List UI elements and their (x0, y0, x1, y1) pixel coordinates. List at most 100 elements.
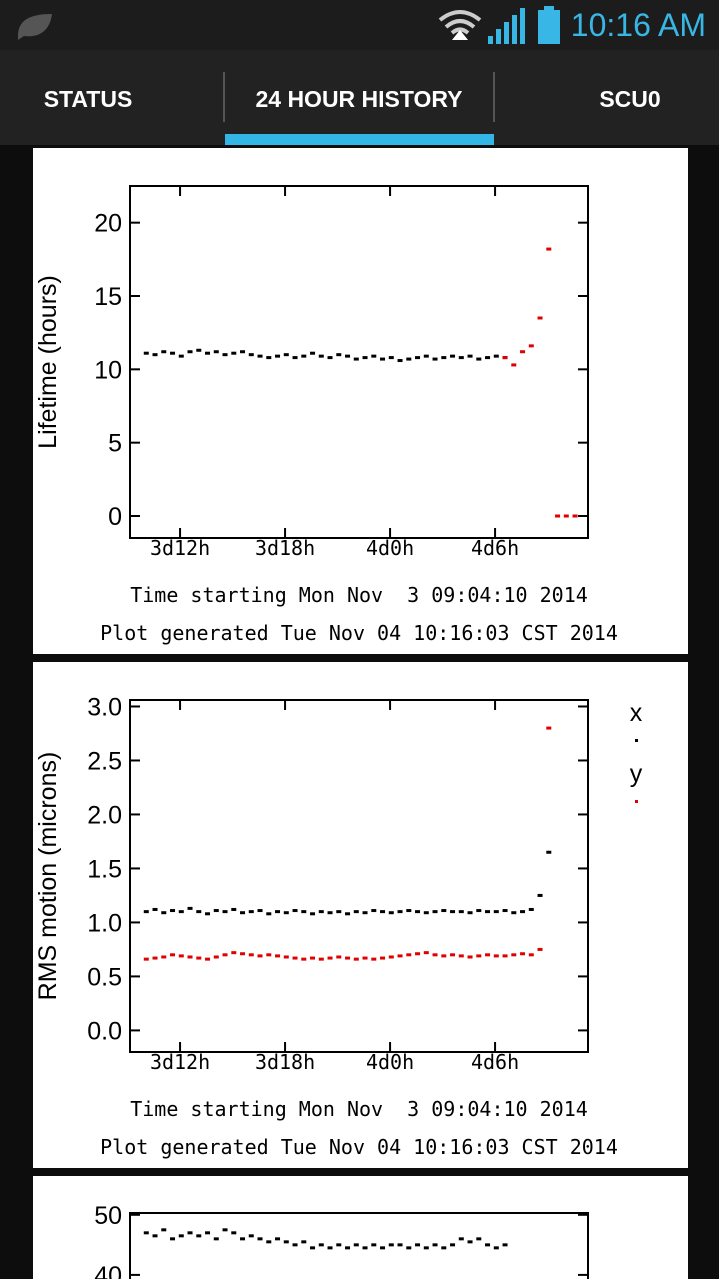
data-point (213, 1237, 219, 1241)
data-point (301, 1240, 307, 1244)
plot-note: Plot generated Tue Nov 04 10:16:03 CST 2… (100, 621, 618, 645)
data-point (266, 912, 272, 916)
y-tick-label: 1.0 (87, 909, 122, 937)
data-point (205, 957, 211, 961)
data-point (205, 912, 211, 916)
plot-frame (129, 699, 589, 1053)
data-point (345, 956, 351, 960)
data-point (423, 951, 429, 955)
data-point (493, 910, 499, 914)
data-point (170, 909, 176, 913)
data-point (213, 350, 219, 354)
data-point (318, 957, 324, 961)
x-axis-title: Time starting Mon Nov 3 09:04:10 2014 (130, 583, 588, 607)
data-point (502, 909, 508, 913)
data-point (380, 910, 386, 914)
x-tick-label: 3d12h (150, 536, 210, 560)
data-point (283, 353, 289, 357)
plot-frame (129, 185, 589, 539)
data-point (240, 1237, 246, 1241)
data-point (415, 910, 421, 914)
battery-icon (538, 10, 560, 44)
data-point (511, 911, 517, 915)
data-point (231, 1231, 237, 1235)
x-axis-title: Time starting Mon Nov 3 09:04:10 2014 (130, 1097, 588, 1121)
data-point (266, 1240, 272, 1244)
data-point (275, 954, 281, 958)
y-tick-label: 2.0 (87, 801, 122, 829)
legend-marker (635, 800, 638, 803)
data-point (170, 953, 176, 957)
data-point (161, 1228, 167, 1232)
data-point (187, 906, 193, 910)
data-point (388, 955, 394, 959)
data-point (450, 953, 456, 957)
data-point (353, 357, 359, 361)
data-point (502, 1243, 508, 1247)
tab[interactable]: SCU0 (599, 86, 660, 112)
data-point (467, 911, 473, 915)
data-point (152, 956, 158, 960)
data-point (178, 954, 184, 958)
data-point (406, 1246, 412, 1250)
legend-label: x (630, 699, 643, 727)
data-point (336, 955, 342, 959)
data-point (205, 1231, 211, 1235)
data-point (196, 348, 202, 352)
data-point (327, 356, 333, 360)
data-point (441, 356, 447, 360)
data-point (292, 1243, 298, 1247)
data-point (336, 910, 342, 914)
data-point (476, 954, 482, 958)
data-point (196, 956, 202, 960)
battery-tip (544, 6, 554, 11)
data-point (205, 351, 211, 355)
data-point (502, 356, 508, 360)
data-point (388, 911, 394, 915)
tab[interactable]: STATUS (44, 86, 133, 112)
data-point (318, 910, 324, 914)
data-point (450, 910, 456, 914)
data-point (143, 910, 149, 914)
data-point (240, 952, 246, 956)
data-point (248, 910, 254, 914)
data-point (231, 907, 237, 911)
legend-label: y (630, 760, 643, 788)
data-point (231, 951, 237, 955)
data-point (485, 356, 491, 360)
data-point (345, 912, 351, 916)
data-point (450, 1243, 456, 1247)
wifi-arrow (452, 30, 468, 40)
data-point (380, 1246, 386, 1250)
data-point (327, 956, 333, 960)
tab[interactable]: 24 HOUR HISTORY (255, 86, 462, 112)
data-point (301, 354, 307, 358)
data-point (327, 911, 333, 915)
data-point (161, 350, 167, 354)
data-point (362, 911, 368, 915)
data-point (397, 359, 403, 363)
data-point (423, 1246, 429, 1250)
data-point (310, 912, 316, 916)
data-point (458, 954, 464, 958)
data-point (143, 351, 149, 355)
data-point (555, 514, 561, 518)
data-point (222, 1228, 228, 1232)
x-tick-label: 4d6h (471, 1050, 519, 1074)
data-point (318, 1243, 324, 1247)
data-point (222, 353, 228, 357)
data-point (423, 911, 429, 915)
data-point (493, 354, 499, 358)
data-point (371, 354, 377, 358)
data-point (248, 953, 254, 957)
tab-bar (0, 50, 719, 145)
data-point (432, 357, 438, 361)
data-point (493, 954, 499, 958)
data-point (458, 910, 464, 914)
y-tick-label: 0.5 (87, 963, 122, 991)
data-point (467, 955, 473, 959)
data-point (493, 1246, 499, 1250)
signal-icon (488, 8, 525, 44)
data-point (476, 1237, 482, 1241)
